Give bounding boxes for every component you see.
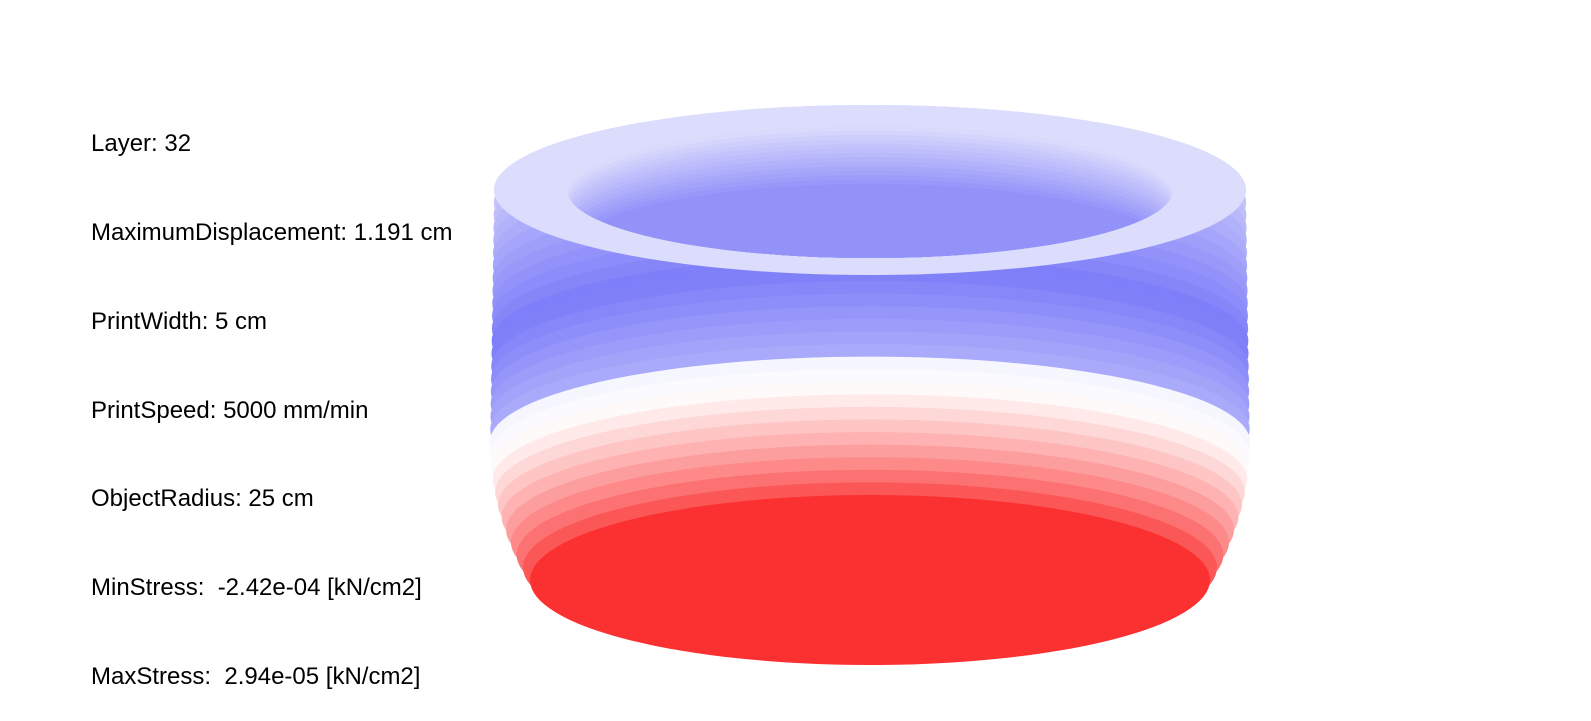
object-radius-readout: ObjectRadius: 25 cm <box>91 485 314 513</box>
ring-opening <box>567 126 1173 258</box>
max-stress-readout: MaxStress: 2.94e-05 [kN/cm2] <box>91 662 421 690</box>
stress-visualization-viewport[interactable] <box>0 0 1591 700</box>
max-displacement-readout: MaximumDisplacement: 1.191 cm <box>91 218 453 246</box>
layer-readout: Layer: 32 <box>91 130 192 158</box>
ring-inner-wall-layer <box>567 184 1173 258</box>
printed-ring-model <box>490 105 1250 665</box>
simulation-info-panel: Layer: 32 MaximumDisplacement: 1.191 cm … <box>91 70 452 721</box>
print-speed-readout: PrintSpeed: 5000 mm/min <box>91 396 369 424</box>
min-stress-readout: MinStress: -2.42e-04 [kN/cm2] <box>91 574 422 602</box>
ring-layer <box>530 495 1210 665</box>
print-width-readout: PrintWidth: 5 cm <box>91 307 268 335</box>
